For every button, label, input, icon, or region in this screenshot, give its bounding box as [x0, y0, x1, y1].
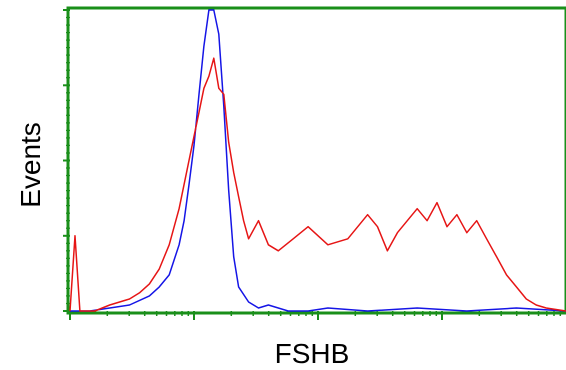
y-axis-label: Events	[15, 122, 46, 208]
axis-ticks	[63, 9, 562, 320]
series-group	[69, 9, 566, 312]
series-line-1	[70, 9, 566, 312]
plot-frame	[66, 6, 566, 315]
series-line-2	[69, 57, 566, 312]
x-axis-label: FSHB	[275, 338, 350, 369]
